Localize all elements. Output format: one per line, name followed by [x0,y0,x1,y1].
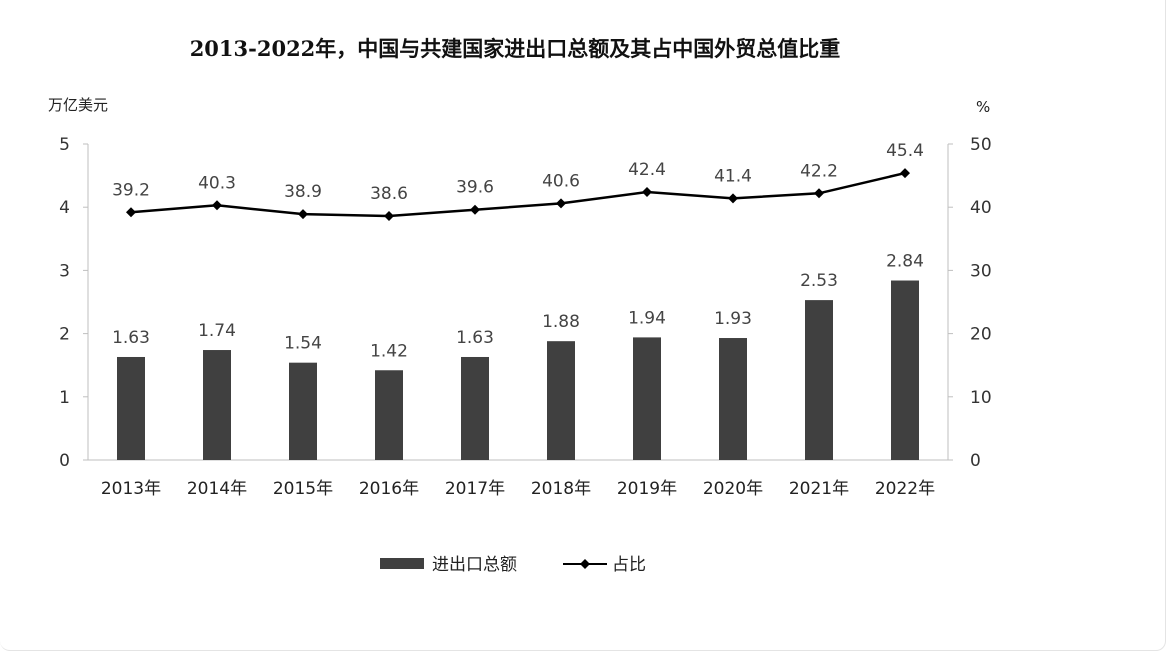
x-category-label: 2013年 [101,479,161,499]
bar [461,356,489,460]
line-data-label: 40.6 [542,171,580,191]
line-data-label: 40.3 [198,173,236,193]
right-tick-labels: 0 10 20 30 40 50 [948,135,992,471]
bar [891,280,919,460]
bar [719,338,747,460]
bar-data-label: 2.84 [886,252,924,272]
right-axis-unit: % [976,98,990,116]
chart-title: 2013-2022年，中国与共建国家进出口总额及其占中国外贸总值比重 [190,36,841,61]
right-tick-label: 0 [970,451,981,471]
legend-label-bar: 进出口总额 [432,555,517,575]
right-tick-label: 50 [970,135,992,155]
bar-data-label: 1.88 [542,312,580,332]
right-tick-label: 10 [970,388,992,408]
x-category-label: 2016年 [359,479,419,499]
line-data-label: 38.9 [284,182,322,202]
line-point-marker [814,188,824,199]
line-point-marker [728,193,738,204]
left-tick-labels: 0 1 2 3 4 5 [59,135,88,471]
x-category-labels: 2013年 2014年 2015年 2016年 2017年 2018年 2019年 2020年… [101,479,935,499]
legend-diamond-marker [580,559,590,569]
bar-data-label: 1.93 [714,309,752,329]
right-tick-label: 30 [970,261,992,281]
left-tick-label: 0 [59,451,70,471]
left-axis-unit: 万亿美元 [48,96,108,114]
line-point-marker [900,168,910,179]
percent-line [130,171,906,218]
line-data-label: 45.4 [886,141,924,161]
line-point-marker [642,187,652,198]
axes [87,144,949,461]
legend-label-line: 占比 [612,555,646,575]
line-point-marker [212,200,222,211]
bar [203,350,231,460]
line-data-label: 42.4 [628,160,666,180]
line-point-marker [126,207,136,218]
left-tick-label: 1 [59,388,70,408]
bar-data-label: 1.54 [284,334,322,354]
line-point-marker [556,198,566,209]
bar [547,341,575,460]
line-data-labels: 39.2 40.3 38.9 38.6 39.6 40.6 42.4 41.4 42.2 45.4 [112,141,924,204]
line-point-marker [384,211,394,222]
bar [633,337,661,460]
bar [375,370,403,460]
line-data-label: 38.6 [370,184,408,204]
bar [117,356,145,460]
line-data-label: 42.2 [800,161,838,181]
x-category-label: 2014年 [187,479,247,499]
x-category-label: 2021年 [789,479,849,499]
left-tick-label: 5 [59,135,70,155]
bar-data-label: 2.53 [800,271,838,291]
right-tick-label: 40 [970,198,992,218]
line-data-label: 41.4 [714,166,752,186]
right-tick-label: 20 [970,325,992,345]
line-point-marker [470,204,480,215]
left-tick-label: 3 [59,261,70,281]
x-category-label: 2019年 [617,479,677,499]
left-tick-label: 2 [59,325,70,345]
bar-data-label: 1.63 [112,328,150,348]
bar [289,362,317,460]
bar-data-label: 1.63 [456,328,494,348]
bar-data-label: 1.74 [198,321,236,341]
x-category-label: 2020年 [703,479,763,499]
bar [805,300,833,460]
legend-swatch-bar [380,558,424,569]
x-category-label: 2022年 [875,479,935,499]
bar-series [117,280,919,460]
x-category-label: 2015年 [273,479,333,499]
bar-data-label: 1.94 [628,308,666,328]
legend: 进出口总额 占比 [380,555,646,575]
bar-data-label: 1.42 [370,341,408,361]
line-data-label: 39.6 [456,178,494,198]
bar-data-labels: 1.63 1.74 1.54 1.42 1.63 1.88 1.94 1.93 2.53 2.84 [112,252,924,362]
line-series [126,168,910,222]
x-category-label: 2017年 [445,479,505,499]
left-tick-label: 4 [59,198,70,218]
line-point-marker [298,209,308,220]
x-category-label: 2018年 [531,479,591,499]
line-data-label: 39.2 [112,180,150,200]
